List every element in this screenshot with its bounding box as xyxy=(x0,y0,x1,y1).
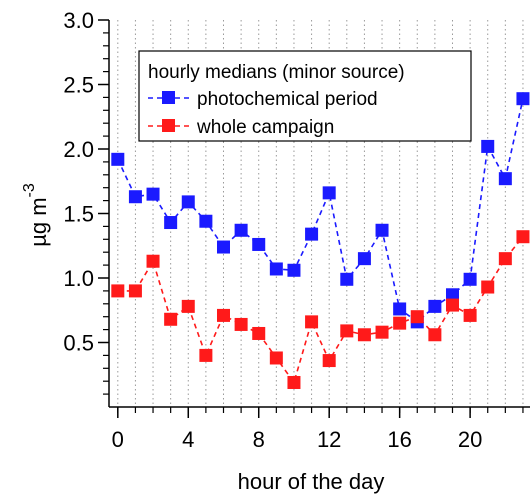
data-point xyxy=(305,227,319,241)
data-point xyxy=(164,312,178,326)
data-point xyxy=(252,326,266,340)
data-point xyxy=(252,237,266,251)
data-point xyxy=(393,316,407,330)
tick-labels: 0 4 8 12 16 20 0.5 1.0 1.5 2.0 2.5 3.0 xyxy=(63,8,482,452)
data-point xyxy=(322,186,336,200)
axis-ticks xyxy=(98,19,524,418)
y-tick-label: 1.0 xyxy=(63,266,94,291)
y-axis-title-sup: -3 xyxy=(21,183,38,197)
data-point xyxy=(269,351,283,365)
data-point xyxy=(410,310,424,324)
data-point xyxy=(498,252,512,266)
data-point xyxy=(357,252,371,266)
y-axis-title-main: µg m xyxy=(26,197,51,246)
data-point xyxy=(322,354,336,368)
x-tick-label: 16 xyxy=(387,427,411,452)
legend-marker-photochemical xyxy=(162,91,175,104)
data-point xyxy=(199,348,213,362)
y-tick-label: 2.5 xyxy=(63,73,94,98)
data-point xyxy=(128,284,142,298)
data-point xyxy=(445,298,459,312)
x-tick-label: 0 xyxy=(112,427,124,452)
data-point xyxy=(393,302,407,316)
data-point xyxy=(111,284,125,298)
data-point xyxy=(375,223,389,237)
data-point xyxy=(516,230,530,244)
legend-label-photochemical: photochemical period xyxy=(197,89,378,110)
x-tick-label: 4 xyxy=(182,427,194,452)
data-point xyxy=(287,263,301,277)
svg-text:µg m-3: µg m-3 xyxy=(21,183,51,247)
data-point xyxy=(128,190,142,204)
x-tick-label: 12 xyxy=(317,427,341,452)
y-tick-label: 3.0 xyxy=(63,8,94,33)
data-point xyxy=(146,187,160,201)
data-point xyxy=(216,308,230,322)
data-point xyxy=(146,254,160,268)
y-axis-title: µg m-3 xyxy=(21,183,51,247)
data-point xyxy=(340,324,354,338)
data-point xyxy=(269,262,283,276)
data-point xyxy=(234,317,248,331)
series-markers xyxy=(111,92,530,389)
legend-label-whole-campaign: whole campaign xyxy=(196,117,334,138)
data-point xyxy=(516,92,530,106)
data-point xyxy=(234,223,248,237)
data-point xyxy=(463,272,477,286)
data-point xyxy=(498,172,512,186)
data-point xyxy=(340,272,354,286)
data-point xyxy=(181,195,195,209)
legend-marker-whole-campaign xyxy=(162,119,175,132)
data-point xyxy=(305,315,319,329)
data-point xyxy=(216,240,230,254)
legend-box xyxy=(138,50,472,142)
data-point xyxy=(357,328,371,342)
y-tick-label: 2.0 xyxy=(63,137,94,162)
data-point xyxy=(181,299,195,313)
x-axis-title: hour of the day xyxy=(238,469,385,494)
data-point xyxy=(481,139,495,153)
legend-title: hourly medians (minor source) xyxy=(148,62,405,83)
data-point xyxy=(199,214,213,228)
series-line-0 xyxy=(117,98,524,323)
y-tick-label: 1.5 xyxy=(63,202,94,227)
data-point xyxy=(445,288,459,302)
data-point xyxy=(481,280,495,294)
y-tick-label: 0.5 xyxy=(63,331,94,356)
data-point xyxy=(428,299,442,313)
data-point xyxy=(375,325,389,339)
data-point xyxy=(111,152,125,166)
x-tick-label: 8 xyxy=(253,427,265,452)
x-tick-label: 20 xyxy=(458,427,482,452)
data-point xyxy=(287,375,301,389)
data-point xyxy=(428,328,442,342)
legend: hourly medians (minor source) photochemi… xyxy=(138,50,472,142)
series-line-1 xyxy=(117,236,524,385)
data-point xyxy=(463,308,477,322)
data-point xyxy=(164,216,178,230)
